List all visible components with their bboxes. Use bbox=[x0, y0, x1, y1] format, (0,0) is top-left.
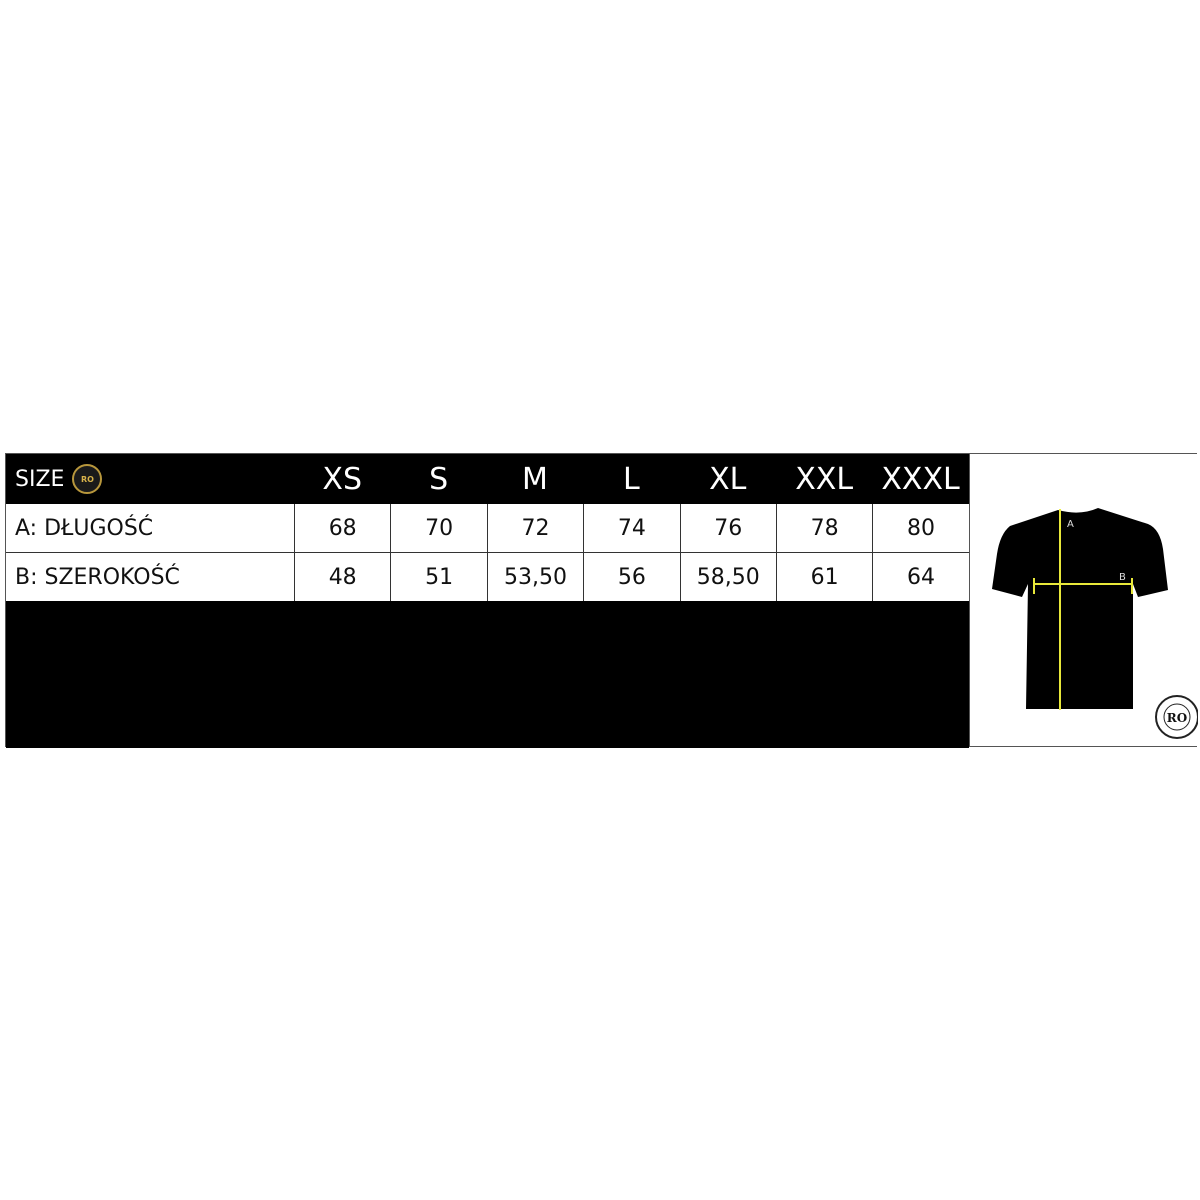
size-chart: SIZE RO XS S M L XL XXL XXXL A: DŁUGOŚĆ … bbox=[5, 453, 1199, 748]
table-cell: 56 bbox=[583, 553, 679, 601]
size-table: SIZE RO XS S M L XL XXL XXXL A: DŁUGOŚĆ … bbox=[6, 454, 969, 748]
table-cell: 78 bbox=[775, 504, 872, 552]
table-cell: 53,50 bbox=[486, 553, 583, 601]
svg-text:RO: RO bbox=[1167, 711, 1187, 725]
header-row: SIZE RO XS S M L XL XXL XXXL bbox=[6, 454, 969, 504]
table-cell: 58,50 bbox=[679, 553, 776, 601]
row-label: A: DŁUGOŚĆ bbox=[15, 515, 154, 541]
brand-logo-icon: RO bbox=[72, 464, 103, 494]
table-cell: 74 bbox=[583, 504, 679, 552]
table-row: B: SZEROKOŚĆ 48 51 53,50 56 58,50 61 64 bbox=[6, 552, 969, 601]
measure-lines bbox=[1033, 509, 1133, 710]
table-cell: 72 bbox=[486, 504, 583, 552]
table-cell: 68 bbox=[294, 504, 390, 552]
size-m: M bbox=[522, 461, 548, 497]
brand-logo-icon: RO bbox=[1155, 695, 1199, 739]
size-xl: XL bbox=[709, 461, 747, 497]
tshirt-icon bbox=[992, 508, 1168, 709]
table-cell: 51 bbox=[390, 553, 486, 601]
size-xxxl: XXXL bbox=[881, 461, 960, 497]
table-cell: 70 bbox=[390, 504, 486, 552]
label-b: B bbox=[1119, 572, 1126, 583]
label-a: A bbox=[1067, 519, 1074, 530]
size-l: L bbox=[623, 461, 640, 497]
table-row: A: DŁUGOŚĆ 68 70 72 74 76 78 80 bbox=[6, 504, 969, 552]
table-cell: 61 bbox=[775, 553, 872, 601]
size-s: S bbox=[429, 461, 449, 497]
table-cell: 64 bbox=[872, 553, 968, 601]
table-cell: 48 bbox=[294, 553, 390, 601]
row-label: B: SZEROKOŚĆ bbox=[15, 564, 180, 590]
table-cell: 76 bbox=[679, 504, 776, 552]
size-xxl: XXL bbox=[795, 461, 854, 497]
tshirt-diagram: A B RO bbox=[992, 508, 1199, 739]
table-cell: 80 bbox=[872, 504, 968, 552]
size-label: SIZE bbox=[15, 466, 65, 492]
tshirt-diagram-panel: A B RO bbox=[969, 454, 1199, 746]
size-header: SIZE RO bbox=[6, 454, 294, 504]
size-xs: XS bbox=[322, 461, 362, 497]
